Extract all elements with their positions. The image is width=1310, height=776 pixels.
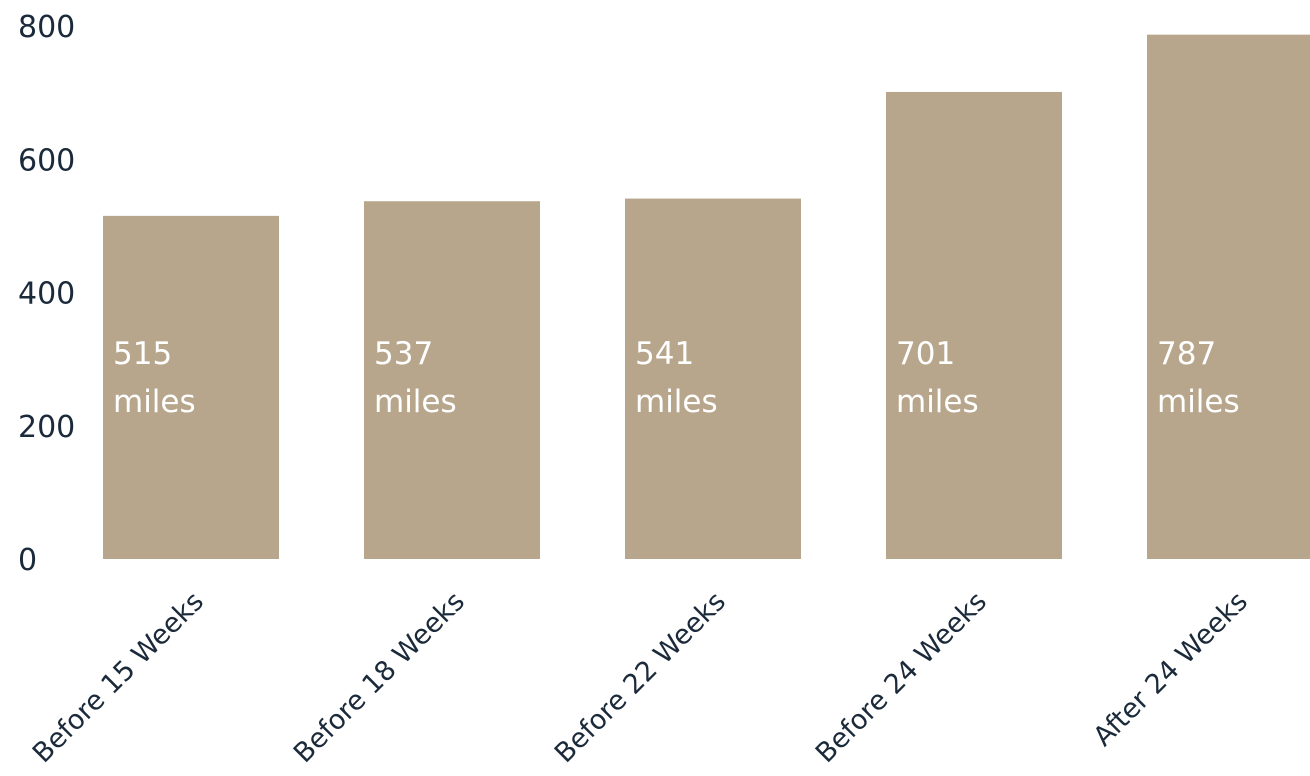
y-tick-label: 800 (18, 10, 75, 45)
bar (364, 201, 540, 559)
y-tick-label: 600 (18, 143, 75, 178)
x-tick-label: Before 18 Weeks (288, 586, 471, 769)
bar-value-label: 541 (635, 336, 694, 372)
x-tick-label: Before 15 Weeks (27, 586, 210, 769)
bar (886, 91, 1062, 560)
y-tick-label: 200 (18, 410, 75, 445)
bar-unit-label: miles (374, 384, 457, 420)
bar-value-label: 537 (374, 336, 433, 372)
bar-unit-label: miles (635, 384, 718, 420)
y-tick-label: 0 (18, 543, 37, 578)
y-tick-label: 400 (18, 277, 75, 312)
bar-labels-group: 515 miles 537 miles 541 miles 701 miles 787 miles (113, 336, 1240, 420)
bar-value-label: 515 (113, 336, 172, 372)
bar-unit-label: miles (113, 384, 196, 420)
bar-unit-label: miles (1157, 384, 1240, 420)
bars-group (103, 34, 1310, 560)
y-axis: 0 200 400 600 800 (18, 10, 75, 578)
bar-unit-label: miles (896, 384, 979, 420)
bar-value-label: 787 (1157, 336, 1216, 372)
bar (625, 198, 801, 559)
bar (1147, 34, 1310, 559)
x-tick-label: Before 22 Weeks (549, 586, 732, 769)
x-axis: Before 15 Weeks Before 18 Weeks Before 22 … (27, 586, 1254, 769)
bar-value-label: 701 (896, 336, 955, 372)
bar (103, 215, 279, 559)
x-tick-label: After 24 Weeks (1087, 586, 1253, 752)
x-tick-label: Before 24 Weeks (810, 586, 993, 769)
